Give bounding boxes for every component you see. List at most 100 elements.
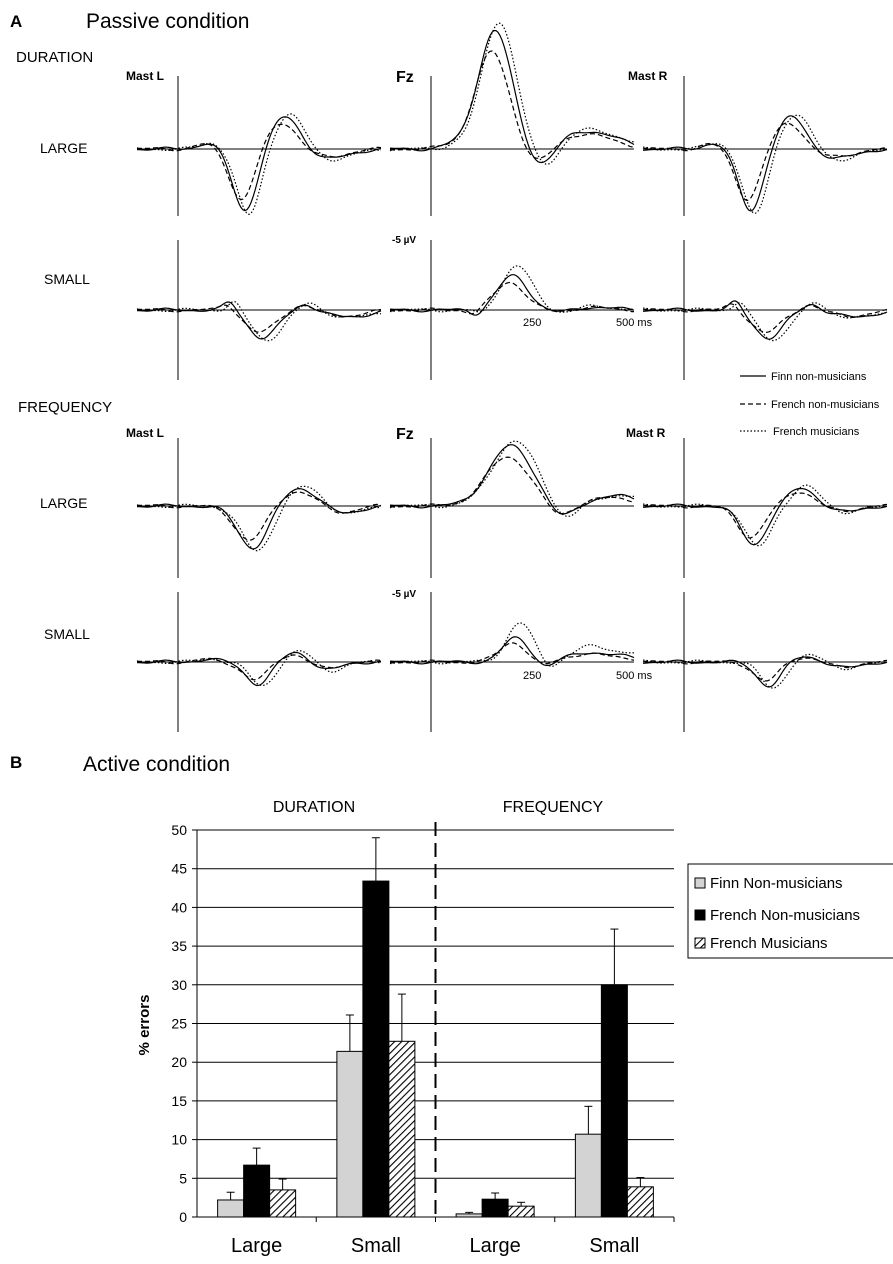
legend-label-french-mus: French musicians	[773, 426, 860, 438]
erp-trace-finn	[389, 30, 635, 164]
legend-box	[687, 863, 893, 959]
erp-plot-duration-small-fz	[389, 240, 635, 380]
y-tick-label-40: 40	[171, 899, 187, 915]
bar-french-musicians-1	[388, 1040, 416, 1218]
time-tick-500-duration: 500 ms	[616, 317, 653, 329]
erp-plot-duration-large-mast-l	[136, 76, 382, 216]
erp-trace-french-nonmus	[136, 304, 382, 333]
erp-trace-finn	[137, 301, 382, 340]
erp-plot-frequency-small-fz	[389, 592, 635, 732]
erp-plot-duration-small-mast-r	[642, 240, 888, 380]
bar-french-non-musicians-1	[362, 880, 390, 1218]
erp-trace-french-mus	[389, 22, 635, 165]
panel-b-title: Active condition	[83, 753, 230, 776]
legend-swatch-french-mus	[694, 937, 706, 949]
erp-trace-french-nonmus	[642, 303, 888, 333]
x-tick-label-large-0: Large	[231, 1235, 282, 1257]
erp-trace-french-nonmus	[136, 123, 382, 201]
erp-trace-finn	[137, 116, 382, 212]
x-tick-label-small-1: Small	[351, 1235, 401, 1257]
erp-trace-french-nonmus	[642, 657, 888, 682]
bar-chart: 0 5 10 15 20 25 30 35 40 45 50 Large Small Large Small	[171, 822, 675, 1257]
erp-trace-french-mus	[642, 653, 888, 689]
row-label-frequency-large: LARGE	[40, 495, 87, 511]
erp-trace-finn	[137, 487, 382, 550]
channel-label-fz-freq: Fz	[396, 426, 414, 443]
erp-trace-french-nonmus	[389, 281, 634, 315]
legend-label-french-musicians: French Musicians	[710, 935, 828, 952]
panel-a-letter: A	[10, 12, 22, 31]
erp-trace-french-mus	[389, 622, 635, 668]
erp-trace-french-nonmus	[642, 122, 888, 202]
y-tick-label-45: 45	[171, 861, 187, 877]
y-tick-label-20: 20	[171, 1054, 187, 1070]
y-tick-label-5: 5	[179, 1170, 187, 1186]
erp-trace-finn	[642, 656, 888, 688]
y-tick-label-30: 30	[171, 977, 187, 993]
panel-b-legend: Finn Non-musicians French Non-musicians …	[687, 863, 893, 959]
y-tick-label-15: 15	[171, 1093, 187, 1109]
y-tick-label-50: 50	[171, 822, 187, 838]
erp-trace-french-nonmus	[389, 456, 635, 515]
erp-trace-french-mus	[389, 265, 635, 313]
erp-trace-french-nonmus	[642, 492, 888, 539]
bar-finn-non-musicians-1	[336, 1050, 364, 1218]
bar-french-musicians-0	[269, 1189, 297, 1218]
x-tick-label-small-3: Small	[589, 1235, 639, 1257]
erp-trace-finn	[389, 444, 635, 515]
legend-swatch-french-nonmus	[694, 909, 706, 921]
erp-plot-frequency-large-mast-l	[136, 438, 382, 578]
y-tick-label-0: 0	[179, 1209, 187, 1225]
erp-trace-finn	[642, 300, 888, 340]
group-label-duration: DURATION	[273, 799, 355, 816]
legend-label-finn-nonmusicians: Finn Non-musicians	[710, 875, 843, 892]
erp-plot-frequency-small-mast-l	[136, 592, 382, 732]
channel-label-fz: Fz	[396, 69, 414, 86]
channel-label-mast-r-freq: Mast R	[626, 426, 666, 440]
erp-plot-duration-large-mast-r	[642, 76, 888, 216]
y-tick-label-10: 10	[171, 1132, 187, 1148]
erp-plot-duration-large-fz	[389, 22, 635, 216]
erp-plot-frequency-small-mast-r	[642, 592, 888, 732]
time-tick-250-duration: 250	[523, 317, 541, 329]
erp-trace-finn	[137, 651, 382, 687]
channel-label-mast-r: Mast R	[628, 69, 668, 83]
bar-french-non-musicians-0	[243, 1164, 271, 1218]
erp-trace-finn	[389, 274, 635, 316]
legend-label-french-nonmus: French non-musicians	[771, 399, 880, 411]
legend-label-finn: Finn non-musicians	[771, 371, 867, 383]
time-tick-500-frequency: 500 ms	[616, 670, 653, 682]
panel-a-legend: Finn non-musicians French non-musicians …	[740, 371, 880, 438]
y-axis-label: % errors	[136, 995, 153, 1056]
section-frequency-label: FREQUENCY	[18, 399, 112, 416]
bar-french-musicians-3	[626, 1186, 654, 1218]
channel-label-mast-l: Mast L	[126, 69, 164, 83]
erp-trace-french-mus	[136, 113, 382, 216]
erp-trace-french-mus	[642, 114, 888, 215]
panel-a-title: Passive condition	[86, 10, 249, 33]
erp-trace-french-mus	[642, 484, 888, 547]
erp-trace-french-nonmus	[389, 50, 635, 159]
bar-french-non-musicians-2	[481, 1198, 509, 1218]
legend-swatch-finn	[694, 877, 706, 889]
section-duration-label: DURATION	[16, 49, 93, 66]
bar-finn-non-musicians-0	[217, 1199, 245, 1218]
y-tick-label-35: 35	[171, 938, 187, 954]
erp-waveforms	[136, 22, 888, 732]
panel-b-letter: B	[10, 753, 22, 772]
erp-plot-frequency-large-mast-r	[642, 438, 888, 578]
amplitude-label-frequency: -5 µV	[392, 589, 416, 600]
row-label-frequency-small: SMALL	[44, 626, 90, 642]
erp-trace-french-mus	[136, 300, 382, 342]
erp-trace-french-mus	[136, 485, 382, 552]
x-tick-label-large-2: Large	[470, 1235, 521, 1257]
channel-label-mast-l-freq: Mast L	[126, 426, 164, 440]
erp-plot-frequency-large-fz	[389, 438, 635, 578]
bar-finn-non-musicians-3	[574, 1133, 602, 1218]
erp-trace-french-mus	[136, 649, 382, 687]
erp-plot-duration-small-mast-l	[136, 240, 382, 380]
erp-trace-french-nonmus	[389, 642, 635, 665]
row-label-duration-large: LARGE	[40, 140, 87, 156]
y-tick-label-25: 25	[171, 1016, 187, 1032]
